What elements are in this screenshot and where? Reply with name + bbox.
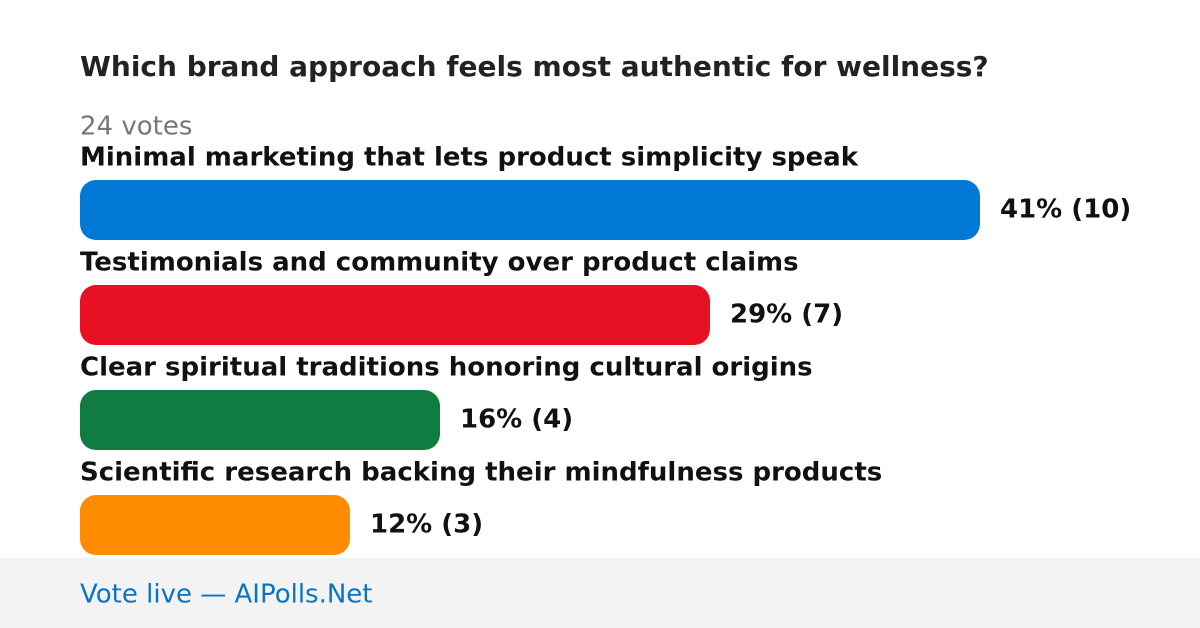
bar [80, 495, 350, 555]
value-label: 29% (7) [730, 300, 843, 330]
bar [80, 390, 440, 450]
option-label: Testimonials and community over product … [80, 248, 799, 278]
vote-count: 24 votes [80, 112, 192, 142]
bar [80, 285, 710, 345]
footer-band [0, 558, 1200, 628]
value-label: 41% (10) [1000, 195, 1131, 225]
option-label: Scientific research backing their mindfu… [80, 458, 882, 488]
bar [80, 180, 980, 240]
footer-link[interactable]: Vote live — AIPolls.Net [80, 580, 373, 610]
option-label: Clear spiritual traditions honoring cult… [80, 353, 813, 383]
chart-title: Which brand approach feels most authenti… [80, 50, 989, 83]
option-label: Minimal marketing that lets product simp… [80, 143, 859, 173]
value-label: 16% (4) [460, 405, 573, 435]
value-label: 12% (3) [370, 510, 483, 540]
